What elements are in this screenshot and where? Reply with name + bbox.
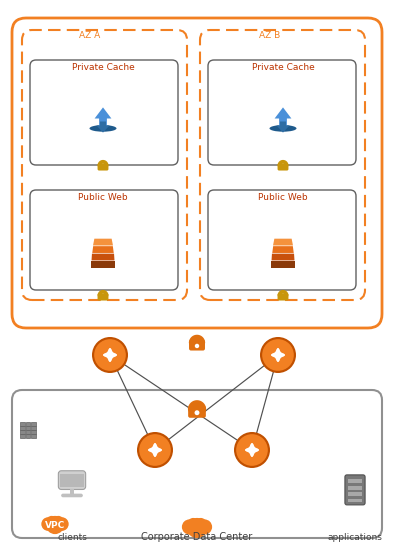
Circle shape <box>46 516 64 534</box>
Bar <box>31 434 35 438</box>
Bar <box>26 426 30 430</box>
FancyBboxPatch shape <box>98 293 108 300</box>
FancyBboxPatch shape <box>277 163 288 170</box>
Circle shape <box>139 434 171 466</box>
FancyBboxPatch shape <box>188 406 206 418</box>
FancyBboxPatch shape <box>12 390 382 538</box>
Bar <box>26 430 30 433</box>
Bar <box>42 521 68 526</box>
Circle shape <box>187 518 199 530</box>
Bar <box>196 345 198 348</box>
Bar <box>348 492 362 496</box>
Bar <box>348 499 362 503</box>
Bar <box>31 426 35 430</box>
Text: Corporate Data Center: Corporate Data Center <box>141 532 253 542</box>
Circle shape <box>94 339 126 371</box>
Bar <box>348 480 362 483</box>
Bar <box>348 486 362 490</box>
FancyBboxPatch shape <box>345 475 365 505</box>
Circle shape <box>195 410 199 415</box>
Bar <box>20 426 25 430</box>
Circle shape <box>236 434 268 466</box>
Polygon shape <box>273 239 293 245</box>
Bar <box>20 430 25 433</box>
Polygon shape <box>91 261 115 268</box>
Polygon shape <box>275 107 292 126</box>
Bar <box>31 430 35 433</box>
Polygon shape <box>272 246 294 253</box>
Ellipse shape <box>269 125 297 131</box>
FancyBboxPatch shape <box>58 471 85 490</box>
FancyBboxPatch shape <box>200 30 365 300</box>
Polygon shape <box>95 107 112 126</box>
Bar <box>31 422 35 426</box>
FancyBboxPatch shape <box>61 494 83 497</box>
Circle shape <box>195 518 207 530</box>
Bar <box>183 524 211 529</box>
Polygon shape <box>91 254 115 261</box>
Text: Public Web: Public Web <box>78 194 128 202</box>
FancyBboxPatch shape <box>208 60 356 165</box>
FancyBboxPatch shape <box>12 18 382 328</box>
FancyBboxPatch shape <box>98 163 108 170</box>
Circle shape <box>195 344 199 348</box>
Polygon shape <box>277 122 290 133</box>
Circle shape <box>187 518 207 538</box>
Circle shape <box>53 516 64 526</box>
Bar <box>26 434 30 438</box>
Circle shape <box>46 516 57 526</box>
FancyBboxPatch shape <box>30 190 178 290</box>
FancyBboxPatch shape <box>30 60 178 165</box>
FancyBboxPatch shape <box>189 340 205 350</box>
Text: clients: clients <box>57 532 87 542</box>
Text: Private Cache: Private Cache <box>252 63 314 73</box>
Text: Private Cache: Private Cache <box>72 63 134 73</box>
FancyBboxPatch shape <box>277 293 288 300</box>
FancyBboxPatch shape <box>22 30 187 300</box>
Circle shape <box>260 337 296 373</box>
Bar <box>20 434 25 438</box>
Circle shape <box>262 339 294 371</box>
Circle shape <box>55 517 69 531</box>
Circle shape <box>234 432 270 468</box>
Polygon shape <box>271 261 295 268</box>
Text: applications: applications <box>327 532 383 542</box>
Circle shape <box>197 519 212 535</box>
FancyBboxPatch shape <box>208 190 356 290</box>
Polygon shape <box>271 254 294 261</box>
Circle shape <box>137 432 173 468</box>
Polygon shape <box>92 246 114 253</box>
Bar <box>26 422 30 426</box>
Text: AZ B: AZ B <box>259 31 281 41</box>
Bar <box>70 489 74 494</box>
Bar <box>196 412 198 415</box>
Bar <box>60 474 84 487</box>
Circle shape <box>182 519 197 535</box>
Ellipse shape <box>89 125 117 131</box>
Text: VPC: VPC <box>45 520 65 530</box>
Text: Public Web: Public Web <box>258 194 308 202</box>
Polygon shape <box>93 239 113 245</box>
Polygon shape <box>97 122 110 133</box>
Bar <box>20 422 25 426</box>
Text: AZ A: AZ A <box>79 31 100 41</box>
Circle shape <box>92 337 128 373</box>
Circle shape <box>41 517 55 531</box>
